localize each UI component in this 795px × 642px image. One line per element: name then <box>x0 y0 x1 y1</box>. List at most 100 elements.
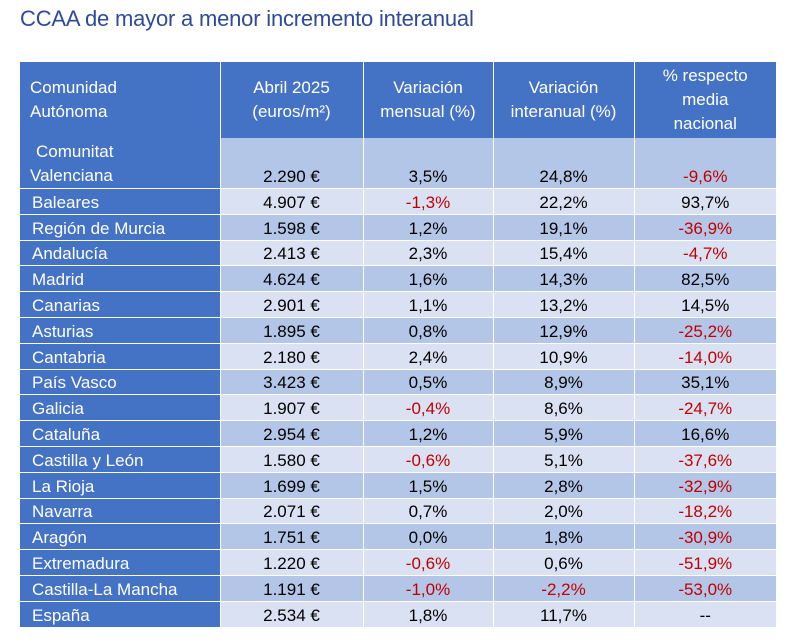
cell-variacion-mensual: -0,4% <box>363 394 494 422</box>
cell-precio: 1.191 € <box>220 575 364 602</box>
cell-comunidad: Aragón <box>20 523 221 551</box>
cell-variacion-mensual: 1,2% <box>363 420 494 447</box>
cell-comunidad: País Vasco <box>20 369 221 396</box>
table-row: Andalucía 2.413 €2,3% 15,4% -4,7% <box>20 240 776 267</box>
cell-comunidad: Canarias <box>20 291 221 318</box>
cell-variacion-interanual: 5,1% <box>493 446 635 473</box>
cell-precio: 2.954 € <box>220 420 364 447</box>
cell-variacion-interanual: 11,7% <box>493 601 635 628</box>
table-row: Castilla y León 1.580 € -0,6% 5,1% -37,6% <box>20 446 776 473</box>
cell-respecto-media: -24,7% <box>634 394 776 422</box>
cell-respecto-media: 35,1% <box>634 369 776 396</box>
cell-comunidad: Región de Murcia <box>20 214 221 241</box>
cell-variacion-mensual: 2,4% <box>363 343 494 370</box>
cell-comunidad: Extremadura <box>20 549 221 576</box>
table-row: Extremadura 1.220 € -0,6% 0,6% -51,9% <box>20 549 776 576</box>
cell-variacion-interanual: 24,8% <box>493 138 635 189</box>
table-body: Comunitat Valenciana 2.290 €3,5% 24,8% -9,6%… <box>20 138 776 628</box>
cell-respecto-media: -51,9% <box>634 549 776 576</box>
table-row: Cantabria 2.180 €2,4% 10,9% -14,0% <box>20 343 776 370</box>
table-row: Navarra 2.071 €0,7% 2,0% -18,2% <box>20 498 776 525</box>
cell-respecto-media: -32,9% <box>634 472 776 499</box>
cell-variacion-interanual: 8,9% <box>493 369 635 396</box>
header-line: nacional <box>673 114 737 133</box>
cell-comunidad: La Rioja <box>20 472 221 499</box>
cell-variacion-interanual: 22,2% <box>493 188 635 215</box>
cell-comunidad: Castilla-La Mancha <box>20 575 221 602</box>
cell-respecto-media: -18,2% <box>634 498 776 525</box>
ccaa-table: Comunidad Autónoma Abril 2025 (euros/m²)… <box>20 62 776 628</box>
cell-precio: 3.423 € <box>220 369 364 396</box>
cell-variacion-mensual: 0,5% <box>363 369 494 396</box>
cell-precio: 2.901 € <box>220 291 364 318</box>
header-variacion-interanual: Variación interanual (%) <box>493 62 635 138</box>
header-line: interanual (%) <box>510 102 617 121</box>
table-row: Baleares 4.907 € -1,3% 22,2% 93,7% <box>20 188 776 215</box>
cell-variacion-mensual: 3,5% <box>363 138 494 189</box>
header-line: Variación <box>528 78 599 97</box>
cell-comunidad: España <box>20 601 221 628</box>
cell-variacion-interanual: 2,0% <box>493 498 635 525</box>
cell-variacion-mensual: 1,2% <box>363 214 494 241</box>
cell-variacion-interanual: 1,8% <box>493 523 635 551</box>
table-row: País Vasco 3.423 €0,5% 8,9% 35,1% <box>20 369 776 396</box>
table-row: Galicia 1.907 € -0,4% 8,6% -24,7% <box>20 394 776 422</box>
table-row: La Rioja 1.699 €1,5% 2,8% -32,9% <box>20 472 776 499</box>
cell-precio: 1.220 € <box>220 549 364 576</box>
header-line: (euros/m²) <box>252 102 331 121</box>
cell-comunidad: Andalucía <box>20 240 221 267</box>
cell-variacion-interanual: -2,2% <box>493 575 635 602</box>
cell-variacion-interanual: 15,4% <box>493 240 635 267</box>
cell-variacion-mensual: -0,6% <box>363 549 494 576</box>
cell-comunidad: Comunitat Valenciana <box>20 138 221 189</box>
header-line: Abril 2025 <box>253 78 330 97</box>
cell-variacion-interanual: 5,9% <box>493 420 635 447</box>
cell-respecto-media: 14,5% <box>634 291 776 318</box>
cell-respecto-media: 16,6% <box>634 420 776 447</box>
cell-variacion-mensual: -1,3% <box>363 188 494 215</box>
header-line: Variación <box>393 78 463 97</box>
cell-variacion-interanual: 2,8% <box>493 472 635 499</box>
cell-respecto-media: -4,7% <box>634 240 776 267</box>
table-row: Cataluña 2.954 €1,2% 5,9% 16,6% <box>20 420 776 447</box>
cell-variacion-interanual: 0,6% <box>493 549 635 576</box>
cell-comunidad: Madrid <box>20 265 221 293</box>
cell-precio: 1.751 € <box>220 523 364 551</box>
table-row: Aragón 1.751 €0,0% 1,8% -30,9% <box>20 523 776 551</box>
cell-respecto-media: -53,0% <box>634 575 776 602</box>
cell-variacion-mensual: 0,0% <box>363 523 494 551</box>
cell-variacion-interanual: 8,6% <box>493 394 635 422</box>
cell-respecto-media: -25,2% <box>634 317 776 344</box>
cell-variacion-interanual: 12,9% <box>493 317 635 344</box>
cell-variacion-interanual: 13,2% <box>493 291 635 318</box>
cell-precio: 2.071 € <box>220 498 364 525</box>
cell-respecto-media: 93,7% <box>634 188 776 215</box>
cell-comunidad: Galicia <box>20 394 221 422</box>
cell-variacion-interanual: 10,9% <box>493 343 635 370</box>
cell-respecto-media: -- <box>634 601 776 628</box>
cell-precio: 4.624 € <box>220 265 364 293</box>
cell-comunidad-line: Comunitat <box>36 142 114 161</box>
cell-precio: 1.580 € <box>220 446 364 473</box>
cell-precio: 1.907 € <box>220 394 364 422</box>
cell-precio: 2.290 € <box>220 138 364 189</box>
cell-variacion-interanual: 14,3% <box>493 265 635 293</box>
cell-comunidad: Cataluña <box>20 420 221 447</box>
cell-precio: 1.699 € <box>220 472 364 499</box>
cell-variacion-mensual: -0,6% <box>363 446 494 473</box>
table-row: Comunitat Valenciana 2.290 €3,5% 24,8% -9,6% <box>20 138 776 189</box>
cell-variacion-mensual: 2,3% <box>363 240 494 267</box>
cell-respecto-media: -30,9% <box>634 523 776 551</box>
cell-precio: 2.413 € <box>220 240 364 267</box>
cell-variacion-mensual: 1,1% <box>363 291 494 318</box>
header-comunidad: Comunidad Autónoma <box>20 62 221 138</box>
cell-precio: 2.534 € <box>220 601 364 628</box>
cell-precio: 4.907 € <box>220 188 364 215</box>
header-precio: Abril 2025 (euros/m²) <box>220 62 364 138</box>
page-title: CCAA de mayor a menor incremento interan… <box>20 6 474 31</box>
cell-variacion-mensual: 1,8% <box>363 601 494 628</box>
header-respecto-media: % respecto media nacional <box>634 62 776 138</box>
header-line: Comunidad <box>30 78 117 97</box>
cell-comunidad: Castilla y León <box>20 446 221 473</box>
cell-precio: 2.180 € <box>220 343 364 370</box>
